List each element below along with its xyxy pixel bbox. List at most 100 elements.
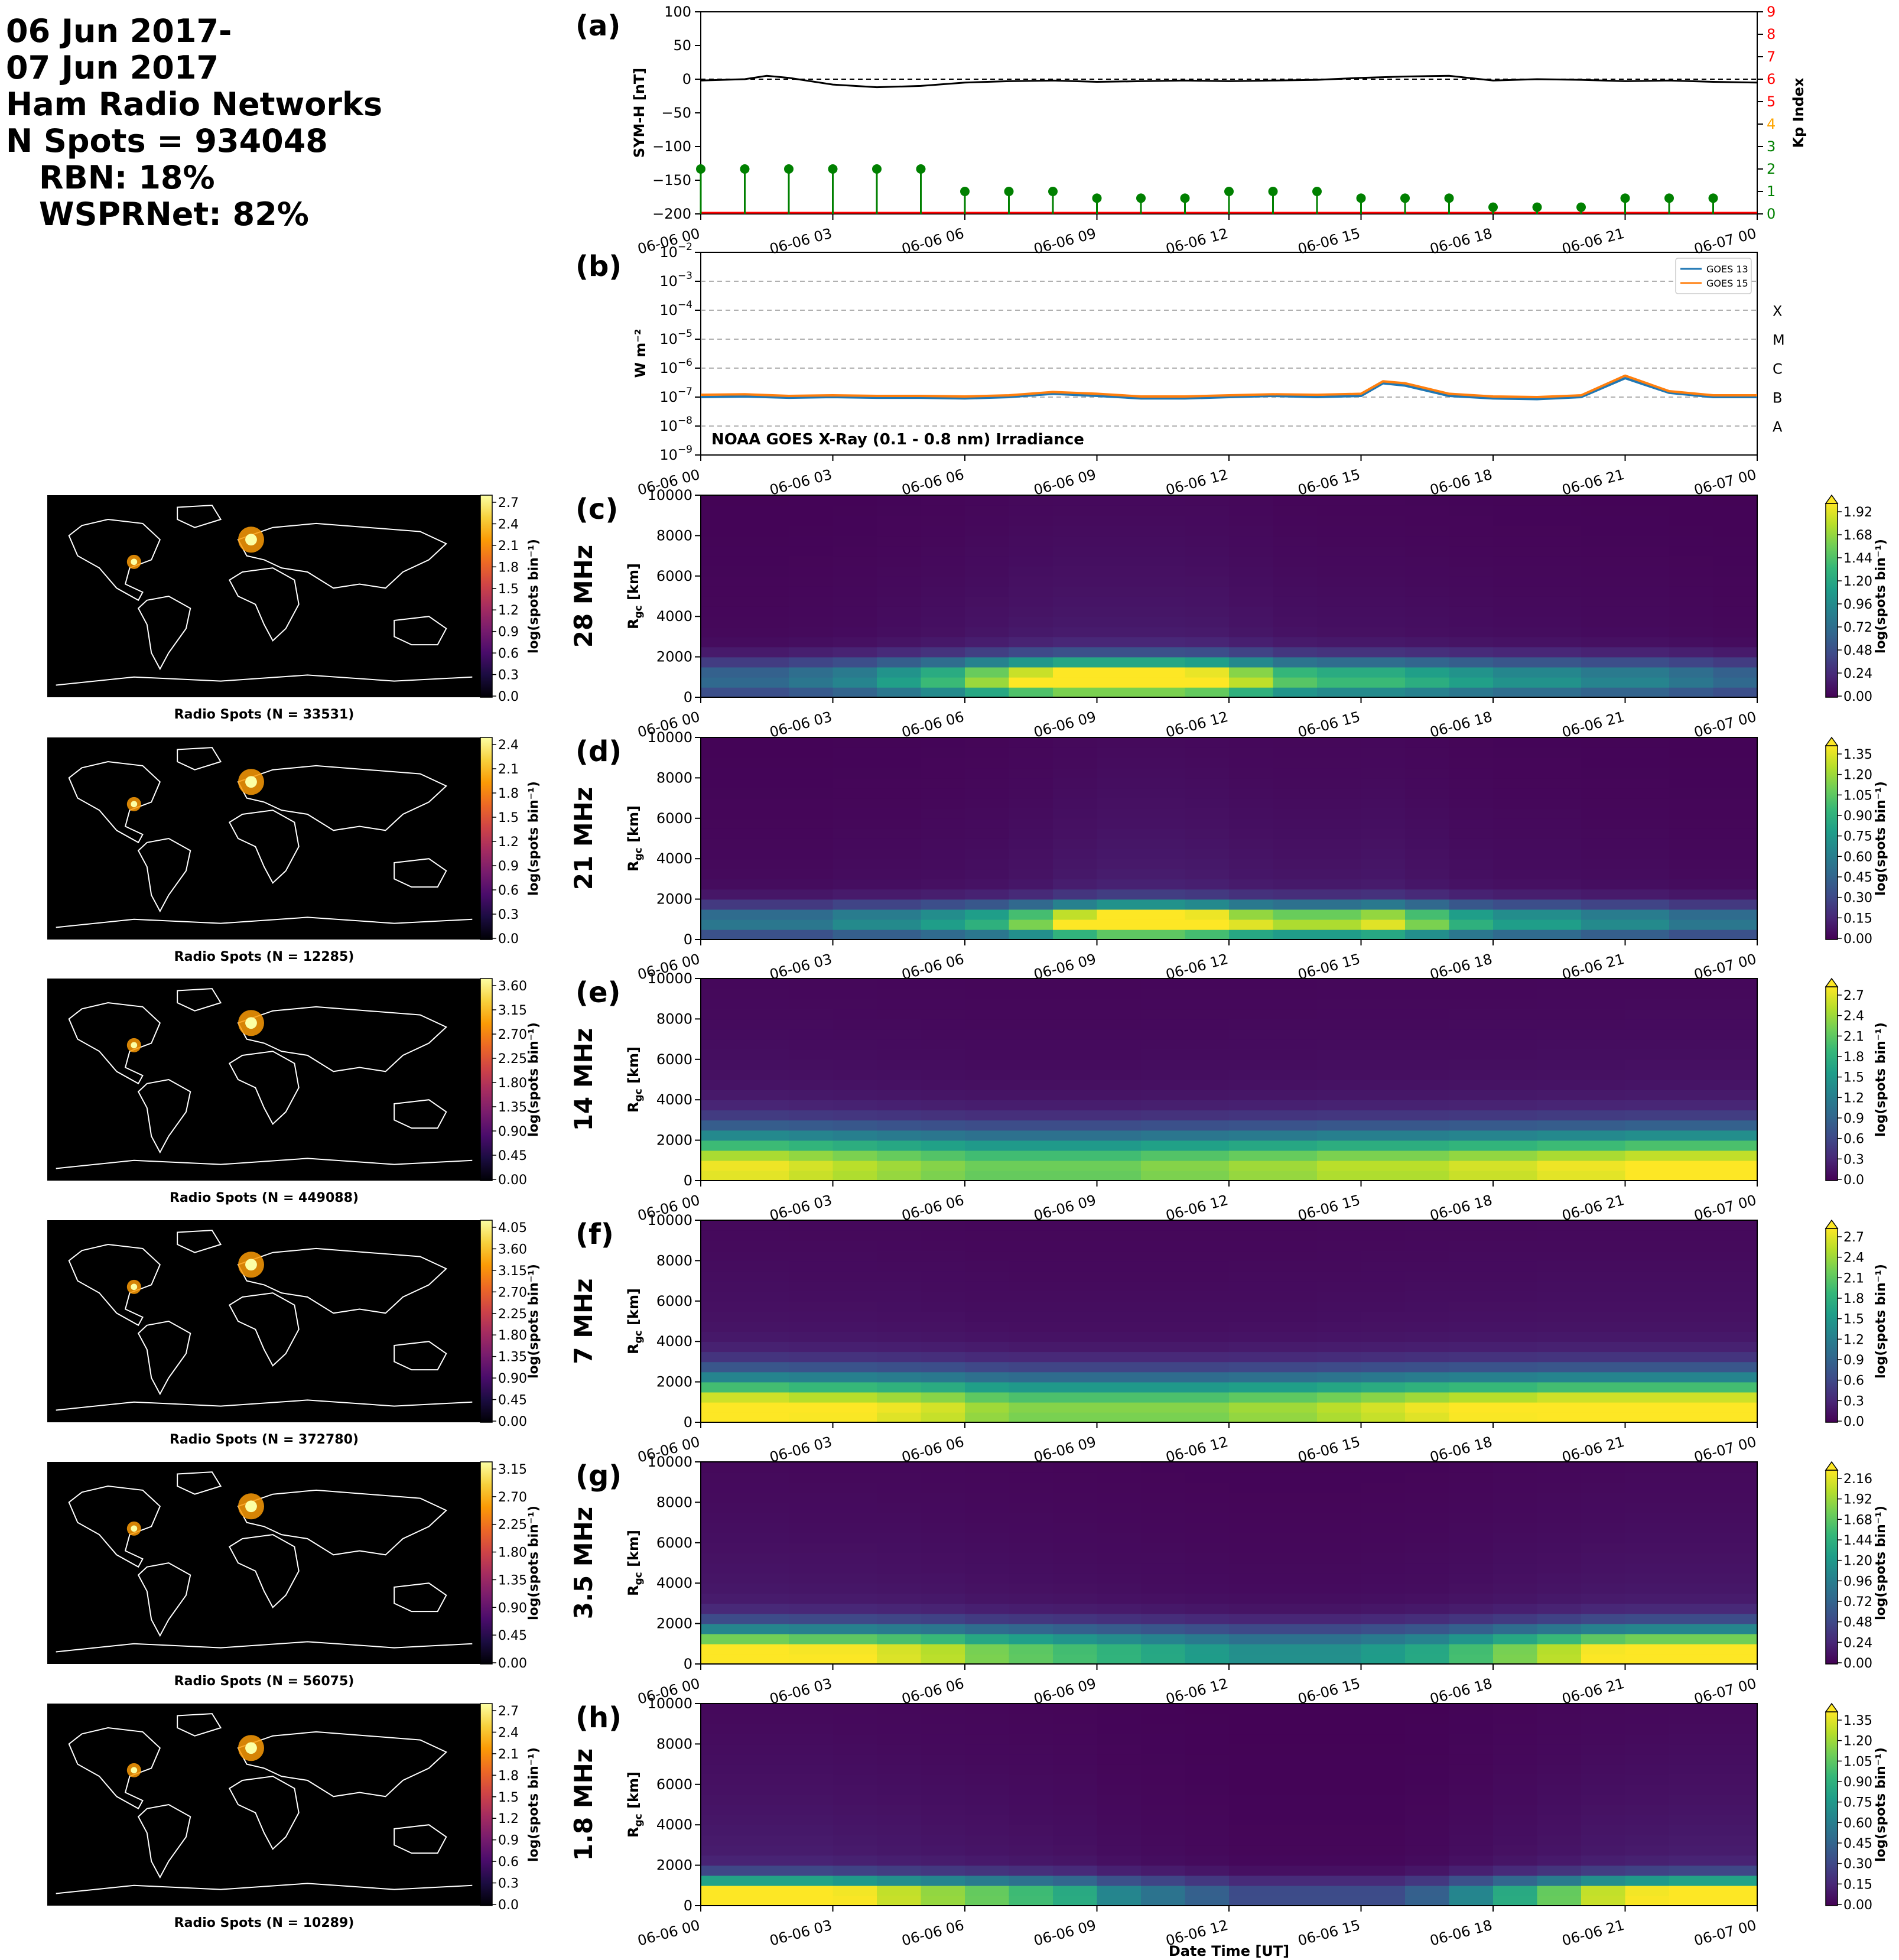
heat-cell (1581, 1714, 1626, 1724)
heat-cell (1185, 1029, 1230, 1040)
heat-cell (1141, 1462, 1186, 1473)
heat-cell (701, 1059, 746, 1070)
heat-cell (1229, 1613, 1274, 1624)
heat-cell (833, 505, 877, 516)
heat-cell (877, 909, 922, 920)
heat-cell (1141, 1794, 1186, 1805)
y-tick-label: 10000 (648, 487, 692, 503)
heat-cell (1273, 737, 1318, 748)
heat-cell (1185, 1240, 1230, 1252)
heat-cell (1009, 1653, 1053, 1665)
heat-cell (1669, 1029, 1714, 1040)
heatmap-grid (701, 1220, 1758, 1423)
heat-cell (1493, 535, 1538, 547)
heat-cell (1361, 1653, 1406, 1665)
heat-cell (1141, 1542, 1186, 1553)
cbar-tick-label: 2.16 (1843, 1472, 1872, 1487)
heat-cell (1273, 1291, 1318, 1302)
heat-cell (1097, 1835, 1142, 1846)
heat-cell (1537, 1865, 1582, 1876)
x-tick-label: 06-06 18 (1428, 708, 1494, 741)
heat-cell (1537, 1009, 1582, 1020)
heat-cell (701, 1321, 746, 1332)
spot-cluster-core (131, 558, 138, 565)
heat-cell (1097, 1120, 1142, 1131)
heat-cell (1493, 636, 1538, 648)
heat-cell (965, 1815, 1010, 1825)
coastline (68, 1485, 161, 1568)
heat-cell (1493, 1875, 1538, 1886)
heat-cell (1537, 747, 1582, 758)
heat-cell (877, 1885, 922, 1896)
heat-cell (921, 1825, 965, 1836)
heat-cell (1581, 1482, 1626, 1493)
heat-cell (1493, 1623, 1538, 1634)
heat-cell (1581, 979, 1626, 989)
heat-cell (1185, 1090, 1230, 1100)
heat-cell (1713, 1613, 1758, 1624)
heat-cell (1493, 1774, 1538, 1785)
heat-cell (877, 616, 922, 628)
heat-cell (1449, 687, 1494, 698)
heat-cell (1229, 495, 1274, 506)
heat-cell (1625, 545, 1670, 557)
heat-cell (1493, 1361, 1538, 1373)
heat-cell (1669, 1321, 1714, 1332)
heat-cell (1449, 1029, 1494, 1040)
heat-cell (877, 1110, 922, 1121)
heat-cell (744, 1059, 789, 1070)
kp-tick-label: 6 (1767, 71, 1776, 87)
kp-marker (1312, 187, 1322, 196)
heat-cell (789, 758, 834, 769)
heat-cell (1449, 1090, 1494, 1100)
heat-cell (1581, 545, 1626, 557)
heat-cell (1273, 1120, 1318, 1131)
heat-cell (701, 677, 746, 688)
heat-cell (1493, 899, 1538, 910)
heat-cell (1361, 1260, 1406, 1272)
heat-cell (1493, 1532, 1538, 1543)
heat-cell (965, 1623, 1010, 1634)
heat-cell (1449, 1150, 1494, 1161)
heat-cell (1493, 1341, 1538, 1353)
heat-cell (1141, 505, 1186, 516)
heat-cell (965, 1522, 1010, 1533)
heat-cell (1141, 1110, 1186, 1121)
heat-cell (1317, 919, 1362, 930)
heat-cell (1449, 677, 1494, 688)
heat-cell (1009, 1049, 1053, 1060)
heat-cell (1581, 1009, 1626, 1020)
heat-cell (1053, 919, 1098, 930)
heat-cell (1625, 1734, 1670, 1745)
heat-cell (877, 1865, 922, 1876)
heat-cell (921, 1512, 965, 1523)
heat-cell (1493, 1744, 1538, 1755)
heat-cell (1185, 1049, 1230, 1060)
heat-cell (1185, 1603, 1230, 1614)
heat-cell (1009, 555, 1053, 567)
heatmap-grid (701, 1704, 1758, 1906)
heat-cell (1537, 1331, 1582, 1342)
heat-cell (833, 515, 877, 526)
y-tick-label: 10−9 (659, 444, 692, 463)
heat-cell (1141, 515, 1186, 526)
heat-cell (965, 1542, 1010, 1553)
wsprnet-percent: WSPRNet: 82% (39, 196, 309, 233)
coastline (68, 1727, 161, 1810)
heat-cell (1669, 687, 1714, 698)
y-tick-label: 8000 (656, 1252, 692, 1269)
heat-cell (1713, 1170, 1758, 1181)
heat-cell (1273, 1774, 1318, 1785)
heat-cell (1669, 768, 1714, 779)
heat-cell (1185, 1583, 1230, 1594)
heat-cell (1581, 1744, 1626, 1755)
heat-cell (833, 1039, 877, 1050)
heat-cell (921, 606, 965, 617)
heat-cell (744, 555, 789, 567)
heat-cell (877, 1090, 922, 1100)
heat-cell (744, 1744, 789, 1755)
heat-cell (1581, 1633, 1626, 1644)
heat-cell (1273, 1492, 1318, 1503)
heat-cell (1449, 1643, 1494, 1655)
coastline (137, 595, 191, 671)
